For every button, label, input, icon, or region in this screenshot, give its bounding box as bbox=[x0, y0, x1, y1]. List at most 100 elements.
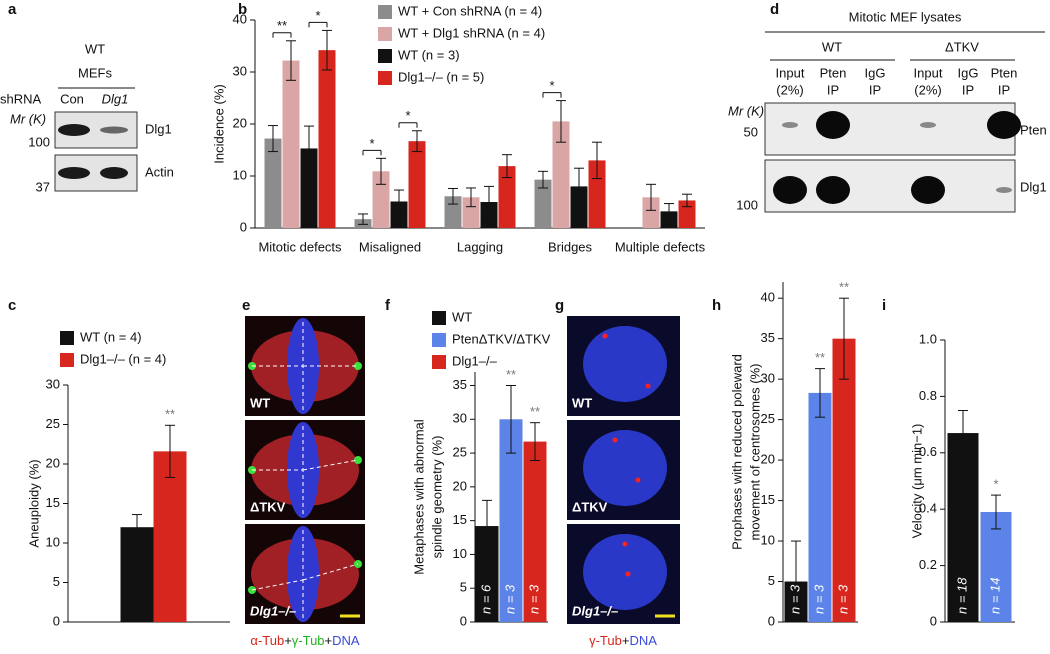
bar bbox=[390, 201, 408, 228]
nucleus bbox=[583, 326, 667, 402]
significance: * bbox=[549, 78, 554, 93]
panel-letter: i bbox=[882, 297, 886, 314]
caption-part: DNA bbox=[332, 633, 360, 648]
label: WT bbox=[250, 395, 270, 410]
label: Pten bbox=[1020, 122, 1047, 137]
significance: * bbox=[405, 108, 410, 123]
y-axis-label: Aneuploidy (%) bbox=[26, 459, 41, 547]
label: IgG bbox=[958, 65, 979, 80]
significance: * bbox=[993, 477, 998, 492]
y-tick-label: 10 bbox=[453, 546, 467, 561]
label: Mitotic MEF lysates bbox=[849, 9, 962, 24]
caption-part: α-Tub bbox=[250, 633, 284, 648]
bar bbox=[980, 512, 1012, 622]
bar bbox=[282, 60, 300, 229]
y-tick-label: 1.0 bbox=[919, 331, 937, 346]
bar bbox=[552, 121, 570, 228]
n-label: n = 3 bbox=[835, 584, 850, 614]
y-tick-label: 20 bbox=[46, 455, 60, 470]
bar bbox=[832, 338, 856, 622]
legend-swatch bbox=[378, 49, 392, 63]
y-tick-label: 0 bbox=[460, 613, 467, 628]
bar bbox=[120, 527, 154, 622]
n-label: n = 6 bbox=[478, 584, 493, 614]
y-tick-label: 25 bbox=[453, 445, 467, 460]
blot bbox=[764, 102, 1016, 156]
x-tick-label: Misaligned bbox=[359, 239, 421, 254]
band bbox=[100, 126, 128, 134]
x-tick-label: Multiple defects bbox=[615, 239, 706, 254]
n-label: n = 3 bbox=[526, 584, 541, 614]
band bbox=[58, 124, 90, 136]
band bbox=[100, 167, 128, 179]
legend-swatch bbox=[378, 71, 392, 85]
bar bbox=[462, 197, 480, 228]
y-tick-label: 5 bbox=[53, 574, 60, 589]
label: 37 bbox=[36, 179, 50, 194]
y-tick-label: 30 bbox=[761, 371, 775, 386]
label: WT bbox=[822, 39, 842, 54]
bar bbox=[264, 138, 282, 228]
legend-label: WT + Dlg1 shRNA (n = 4) bbox=[398, 25, 545, 40]
axis-line bbox=[251, 579, 304, 591]
band bbox=[996, 187, 1012, 193]
label: Pten bbox=[991, 65, 1018, 80]
legend-label: WT (n = 4) bbox=[80, 329, 142, 344]
n-label: n = 3 bbox=[502, 584, 517, 614]
y-tick-label: 40 bbox=[761, 290, 775, 305]
label: IP bbox=[998, 82, 1010, 97]
legend-swatch bbox=[432, 355, 446, 369]
label: Input bbox=[914, 65, 943, 80]
bar bbox=[660, 211, 678, 228]
bar bbox=[523, 441, 547, 622]
bar bbox=[498, 166, 516, 228]
legend-label: WT bbox=[452, 309, 472, 324]
legend-swatch bbox=[60, 353, 74, 367]
label: 50 bbox=[744, 124, 758, 139]
y-tick-label: 30 bbox=[46, 376, 60, 391]
blot bbox=[764, 159, 1016, 213]
axis-line bbox=[302, 459, 359, 471]
caption-e: α-Tub+γ-Tub+DNA bbox=[250, 633, 359, 648]
legend-label: WT + Con shRNA (n = 4) bbox=[398, 3, 542, 18]
label: shRNA bbox=[0, 91, 42, 106]
nucleus bbox=[583, 534, 667, 610]
legend-label: WT (n = 3) bbox=[398, 47, 460, 62]
y-tick-label: 35 bbox=[453, 377, 467, 392]
y-tick-label: 25 bbox=[46, 416, 60, 431]
panel-letter: h bbox=[712, 297, 721, 314]
significance: * bbox=[369, 136, 374, 151]
panel-letter: g bbox=[555, 297, 564, 314]
legend-label: Dlg1–/– (n = 4) bbox=[80, 351, 166, 366]
y-tick-label: 30 bbox=[233, 63, 247, 78]
y-tick-label: 10 bbox=[233, 167, 247, 182]
significance: ** bbox=[506, 367, 516, 382]
caption-part: + bbox=[325, 633, 333, 648]
y-tick-label: 0.8 bbox=[919, 388, 937, 403]
label: IP bbox=[869, 82, 881, 97]
y-axis-label: Velocity (μm min−1) bbox=[909, 424, 924, 539]
label: Dlg1 bbox=[102, 91, 129, 106]
y-tick-label: 15 bbox=[46, 495, 60, 510]
y-tick-label: 35 bbox=[761, 330, 775, 345]
significance: * bbox=[315, 8, 320, 23]
band bbox=[911, 176, 945, 204]
x-tick-label: Bridges bbox=[548, 239, 593, 254]
legend-swatch bbox=[432, 311, 446, 325]
n-label: n = 18 bbox=[954, 577, 969, 614]
centrosome bbox=[354, 362, 362, 370]
label: Dlg1–/– bbox=[250, 603, 296, 618]
y-tick-label: 30 bbox=[453, 411, 467, 426]
caption-part: γ-Tub bbox=[292, 633, 325, 648]
y-tick-label: 0.2 bbox=[919, 557, 937, 572]
y-tick-label: 0 bbox=[768, 613, 775, 628]
significance: ** bbox=[530, 404, 540, 419]
centrosome bbox=[622, 541, 628, 547]
bar bbox=[499, 419, 523, 622]
panel-letter: b bbox=[238, 1, 247, 18]
y-tick-label: 40 bbox=[233, 11, 247, 26]
y-tick-label: 10 bbox=[46, 534, 60, 549]
y-axis-label: movement of centrosomes (%) bbox=[747, 363, 762, 540]
y-tick-label: 0.4 bbox=[919, 501, 937, 516]
